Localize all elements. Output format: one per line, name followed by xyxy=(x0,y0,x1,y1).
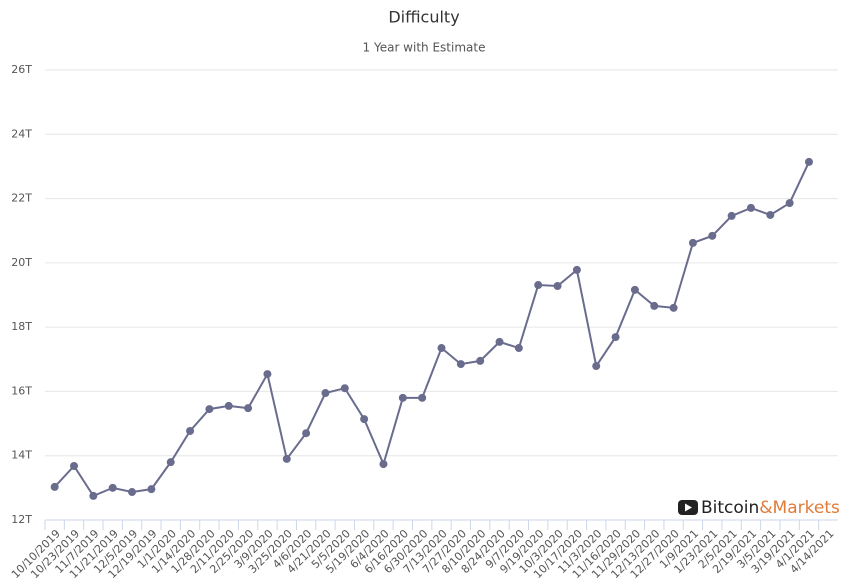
point xyxy=(89,491,98,500)
y-tick-label: 26T xyxy=(11,63,32,76)
point xyxy=(321,389,330,398)
line xyxy=(53,161,810,498)
logo-play xyxy=(685,503,692,512)
point xyxy=(340,384,349,393)
point xyxy=(360,415,369,424)
point xyxy=(244,404,253,413)
point xyxy=(688,238,697,247)
point xyxy=(572,265,581,274)
point xyxy=(746,203,755,212)
point xyxy=(534,281,543,290)
point xyxy=(708,231,717,240)
point xyxy=(650,301,659,310)
point xyxy=(224,401,233,410)
point xyxy=(418,393,427,402)
point xyxy=(437,344,446,353)
y-tick-label: 20T xyxy=(11,256,32,269)
point xyxy=(514,344,523,353)
point xyxy=(476,356,485,365)
point xyxy=(147,485,156,494)
point xyxy=(398,393,407,402)
point xyxy=(128,488,137,497)
chart-subtitle: 1 Year with Estimate xyxy=(363,41,486,55)
point xyxy=(379,460,388,469)
watermark-part: Bitcoin xyxy=(701,498,759,518)
point xyxy=(70,462,79,470)
point xyxy=(669,303,678,312)
chart-title: Difficulty xyxy=(388,8,459,27)
point xyxy=(553,282,562,290)
watermark: Bitcoin&Markets xyxy=(701,498,840,518)
point xyxy=(456,360,465,369)
point xyxy=(804,157,813,166)
point xyxy=(727,211,736,220)
watermark-part: &Markets xyxy=(759,498,840,518)
point xyxy=(495,337,504,346)
point xyxy=(592,362,601,371)
point xyxy=(611,333,620,342)
point xyxy=(766,210,775,219)
point xyxy=(282,454,291,463)
y-tick-label: 16T xyxy=(11,384,32,397)
point xyxy=(50,482,59,491)
y-tick-label: 14T xyxy=(11,449,32,462)
point xyxy=(785,199,794,208)
point xyxy=(205,405,214,414)
y-tick-label: 18T xyxy=(11,320,32,333)
y-tick-label: 24T xyxy=(11,127,32,140)
point xyxy=(630,285,639,294)
point xyxy=(186,426,195,435)
point xyxy=(302,429,311,438)
point xyxy=(108,483,117,492)
point xyxy=(166,458,175,467)
y-tick-label: 12T xyxy=(11,513,32,526)
point xyxy=(263,370,272,379)
y-tick-label: 22T xyxy=(11,192,32,205)
